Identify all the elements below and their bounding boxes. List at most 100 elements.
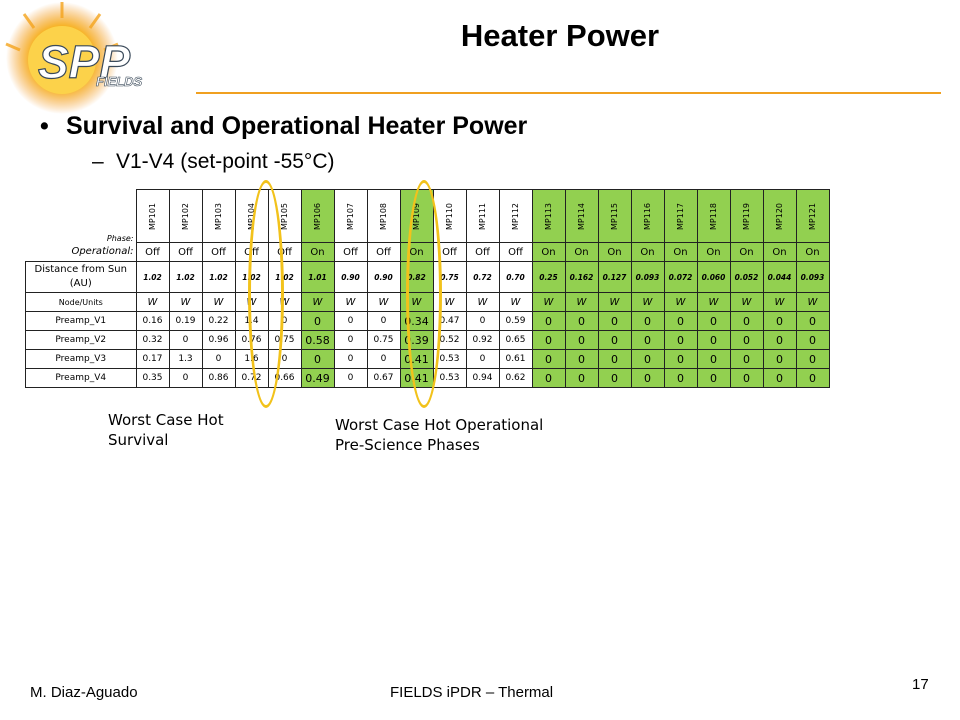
table-row: Preamp_V3 0.17 1.3 0 1.6 0 0 0 0 0.41 0.53 0 0.61 0 0 0…: [25, 349, 830, 369]
svg-text:SPP: SPP: [38, 36, 130, 88]
phase-id: MP103: [214, 202, 223, 230]
operational-cell: Off: [498, 242, 533, 262]
power-cell: 0: [729, 311, 764, 331]
operational-cell: On: [531, 242, 566, 262]
distance-cell: 0.25: [531, 261, 566, 293]
power-cell: 0: [366, 349, 401, 369]
power-cell: 0.96: [201, 330, 236, 350]
phase-id: MP121: [808, 202, 817, 230]
power-cell: 0.16: [135, 311, 170, 331]
power-cell: 0.62: [498, 368, 533, 388]
phase-id: MP106: [313, 202, 322, 230]
units-cell: W: [333, 292, 368, 312]
power-cell: 0: [366, 311, 401, 331]
distance-cell: 0.044: [762, 261, 797, 293]
power-cell: 0: [795, 330, 830, 350]
power-cell: 0: [630, 311, 665, 331]
row-label: Preamp_V4: [25, 368, 137, 388]
phase-cell: MP117: [663, 189, 698, 243]
power-cell: 0: [333, 349, 368, 369]
distance-cell: 0.060: [696, 261, 731, 293]
phase-id: MP113: [544, 202, 553, 230]
power-cell: 0: [465, 311, 500, 331]
distance-cell: 0.052: [729, 261, 764, 293]
power-cell: 0: [597, 330, 632, 350]
phase-cell: MP116: [630, 189, 665, 243]
operational-cell: On: [762, 242, 797, 262]
distance-cell: 1.01: [300, 261, 335, 293]
phase-id: MP108: [379, 202, 388, 230]
power-cell: 0.92: [465, 330, 500, 350]
power-cell: 0.58: [300, 330, 335, 350]
phase-id: MP105: [280, 202, 289, 230]
distance-cell: 0.093: [795, 261, 830, 293]
bullet-dot: •: [40, 112, 49, 140]
operational-cell: On: [795, 242, 830, 262]
power-cell: 0.67: [366, 368, 401, 388]
table-row: Preamp_V1 0.16 0.19 0.22 1.4 0 0 0 0 0.34 0.47 0 0.5…: [25, 311, 830, 331]
power-cell: 0: [696, 349, 731, 369]
phase-cell: MP101: [135, 189, 170, 243]
survival-highlight-ellipse: [248, 180, 284, 408]
phase-cell: MP102: [168, 189, 203, 243]
operational-cell: On: [597, 242, 632, 262]
phase-id: MP116: [643, 202, 652, 230]
power-cell: 0: [564, 349, 599, 369]
operational-cell: On: [564, 242, 599, 262]
power-cell: 0: [564, 311, 599, 331]
phase-id: MP114: [577, 202, 586, 230]
units-cell: W: [300, 292, 335, 312]
operational-cell: On: [300, 242, 335, 262]
bullet-sub: – V1-V4 (set-point -55°C): [92, 150, 334, 174]
power-cell: 0.61: [498, 349, 533, 369]
power-cell: 0.94: [465, 368, 500, 388]
power-cell: 0.59: [498, 311, 533, 331]
units-cell: W: [729, 292, 764, 312]
distance-cell: 0.72: [465, 261, 500, 293]
phase-id: MP110: [445, 202, 454, 230]
distance-cell: 0.127: [597, 261, 632, 293]
phase-header-row: Phase: MP101 MP102 MP103 MP104 MP105 MP106 MP10…: [26, 189, 830, 243]
power-cell: 0: [597, 368, 632, 388]
distance-cell: 0.70: [498, 261, 533, 293]
power-cell: 0: [696, 330, 731, 350]
distance-cell: 0.072: [663, 261, 698, 293]
operational-cell: On: [630, 242, 665, 262]
power-cell: 0: [729, 349, 764, 369]
svg-text:FIELDS: FIELDS: [96, 74, 143, 89]
units-cell: W: [498, 292, 533, 312]
phase-cell: MP106: [300, 189, 335, 243]
phase-id: MP115: [610, 202, 619, 230]
operational-cell: Off: [366, 242, 401, 262]
row-label: Preamp_V2: [25, 330, 137, 350]
power-cell: 0.53: [432, 368, 467, 388]
bullet-main-text: Survival and Operational Heater Power: [66, 112, 528, 140]
distance-cell: 0.162: [564, 261, 599, 293]
phase-cell: MP114: [564, 189, 599, 243]
table-row: Preamp_V4 0.35 0 0.86 0.72 0.66 0.49 0 0.67 0.41 0…: [25, 368, 830, 388]
power-cell: 0: [333, 330, 368, 350]
distance-cell: 0.90: [333, 261, 368, 293]
phase-cell: MP103: [201, 189, 236, 243]
power-cell: 0: [168, 330, 203, 350]
power-cell: 0: [795, 349, 830, 369]
phase-id: MP107: [346, 202, 355, 230]
distance-cell: 0.90: [366, 261, 401, 293]
units-cell: W: [531, 292, 566, 312]
distance-cell: 0.093: [630, 261, 665, 293]
power-cell: 0: [168, 368, 203, 388]
power-cell: 0: [630, 349, 665, 369]
bullet-sub-text: V1-V4 (set-point -55°C): [116, 150, 335, 173]
operational-cell: Off: [168, 242, 203, 262]
phase-id: MP119: [742, 202, 751, 230]
power-cell: 0: [531, 311, 566, 331]
footer-author: M. Diaz-Aguado: [30, 684, 138, 701]
power-cell: 0: [597, 311, 632, 331]
power-cell: 0: [300, 349, 335, 369]
bullet-dash: –: [92, 150, 104, 173]
power-cell: 0: [333, 311, 368, 331]
units-cell: W: [696, 292, 731, 312]
power-cell: 0: [663, 311, 698, 331]
power-cell: 0: [663, 330, 698, 350]
power-cell: 0: [762, 311, 797, 331]
